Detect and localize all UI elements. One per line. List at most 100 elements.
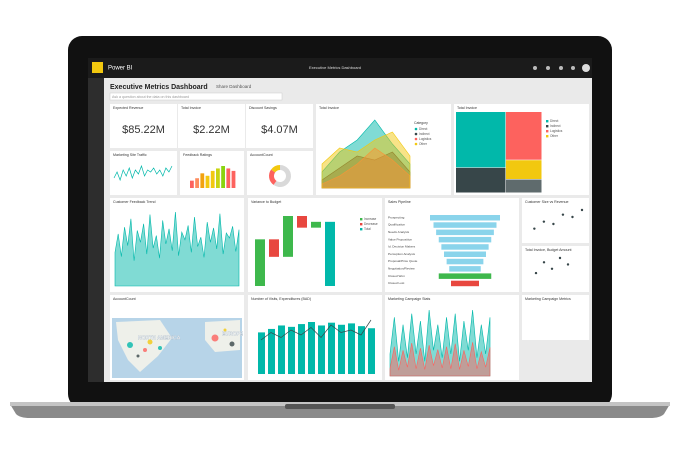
bar — [358, 326, 365, 374]
kpi-value: $4.07M — [261, 124, 298, 136]
scatter-point — [558, 256, 562, 260]
legend-label: Other — [550, 134, 559, 138]
tile — [246, 104, 313, 148]
scatter-point — [566, 263, 570, 266]
icon[interactable] — [571, 66, 575, 70]
top-icons — [533, 64, 590, 72]
bar — [368, 328, 375, 374]
line — [113, 164, 173, 182]
funnel-bar — [430, 215, 500, 221]
stage-label: Perception Analysis — [388, 252, 415, 256]
tile — [522, 246, 589, 292]
bar — [190, 180, 194, 188]
left-nav — [88, 78, 104, 382]
stage-label: Proposal/Price Quote — [388, 259, 418, 263]
bar — [308, 322, 315, 374]
legend-label: Total — [364, 227, 371, 231]
tile-title: Total Invoice — [181, 106, 201, 110]
tile-title: Total Invoice, Budget Amount — [525, 248, 572, 252]
area — [321, 131, 411, 189]
stage-label: Closed Won — [388, 274, 405, 278]
share-button[interactable]: Share Dashboard — [216, 84, 252, 89]
funnel-bar — [433, 222, 497, 228]
stage-label: Negotiation/Review — [388, 267, 415, 271]
waterfall-total — [325, 221, 335, 286]
legend-swatch — [546, 120, 549, 123]
map-bubble — [211, 334, 219, 342]
bar — [268, 328, 275, 374]
legend-swatch — [546, 125, 549, 128]
land — [116, 320, 172, 372]
tile — [247, 151, 313, 195]
legend-label: Logistics — [419, 137, 432, 141]
scatter-point — [542, 220, 546, 223]
scatter-point — [580, 208, 584, 212]
bar — [328, 322, 335, 374]
map-bubble — [223, 328, 227, 332]
area — [389, 342, 491, 377]
laptop-base — [10, 404, 670, 418]
bar — [216, 168, 220, 188]
waterfall-bar — [297, 216, 307, 228]
tile-title: Number of Visits, Expenditures (BAD) — [251, 297, 311, 301]
tile — [522, 295, 589, 340]
bar — [226, 168, 231, 188]
tile-title: Total Invoice — [319, 106, 339, 110]
kpi-value: $85.22M — [122, 124, 165, 136]
legend-swatch — [546, 130, 549, 133]
app-icon[interactable] — [92, 62, 103, 73]
treemap-cell — [505, 160, 542, 179]
tile-title: Variance to Budget — [251, 200, 281, 204]
treemap-cell — [456, 112, 506, 168]
donut-slice — [273, 165, 291, 187]
legend-label: Logistics — [550, 129, 563, 133]
icon[interactable] — [559, 66, 563, 70]
bar — [210, 170, 215, 188]
scatter-point — [561, 213, 565, 216]
legend-label: Direct — [550, 119, 558, 123]
map-bubble — [143, 348, 147, 352]
tile-title: Discount Savings — [249, 106, 277, 110]
legend-label: Indirect — [550, 124, 561, 128]
map-bubble — [158, 346, 162, 350]
stage-label: Needs Analysis — [388, 230, 410, 234]
funnel-bar — [449, 266, 481, 272]
legend-title: Category — [414, 121, 428, 125]
icon[interactable] — [533, 66, 537, 70]
funnel-bar — [438, 273, 492, 279]
bar — [200, 173, 205, 188]
icon[interactable] — [546, 66, 550, 70]
legend-label: Other — [419, 142, 428, 146]
legend-swatch — [546, 135, 549, 138]
tile-title: Marketing Campaign Stats — [388, 297, 431, 301]
map-bubble — [136, 354, 140, 358]
legend-swatch — [360, 218, 363, 221]
scatter-point — [552, 222, 555, 226]
legend-swatch — [360, 228, 363, 231]
funnel-bar — [441, 244, 489, 250]
waterfall-bar — [255, 239, 265, 286]
avatar[interactable] — [582, 64, 590, 72]
treemap-cell — [505, 112, 542, 160]
tile — [522, 198, 589, 243]
treemap-cell — [505, 179, 542, 193]
map-bubble — [147, 339, 153, 345]
waterfall-bar — [311, 221, 321, 228]
tile — [178, 104, 245, 148]
legend-swatch — [414, 127, 418, 131]
bar — [221, 166, 225, 188]
bar — [278, 325, 285, 374]
map-bubble — [229, 341, 235, 347]
bar — [195, 178, 199, 188]
kpi-value: $2.22M — [193, 124, 230, 136]
legend-swatch — [414, 132, 418, 136]
waterfall-bar — [269, 239, 279, 257]
legend-label: Decrease — [364, 222, 378, 226]
scatter-point — [534, 271, 538, 275]
legend-swatch — [414, 142, 418, 146]
qna-box[interactable] — [109, 92, 283, 101]
line — [260, 319, 372, 341]
donut-slice — [269, 169, 277, 185]
top-bar — [88, 58, 592, 78]
stage-label: Qualification — [388, 223, 405, 227]
